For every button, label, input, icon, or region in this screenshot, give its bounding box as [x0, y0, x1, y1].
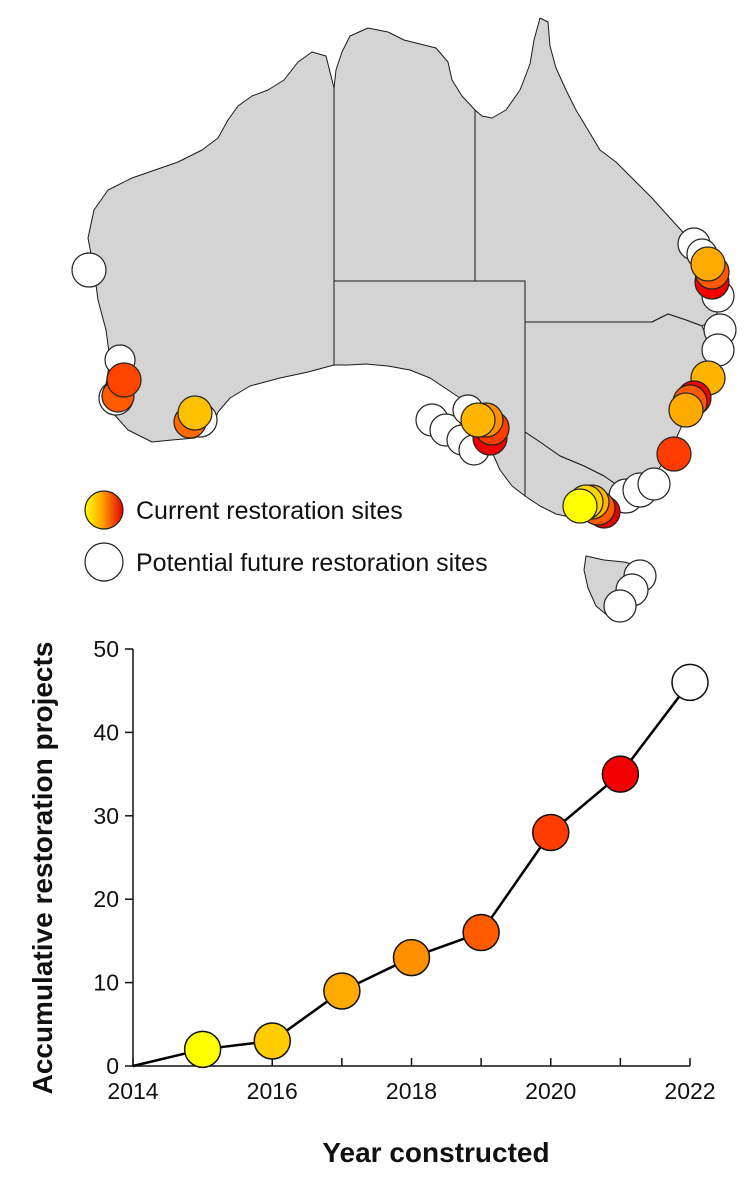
current-site-marker [460, 402, 496, 438]
potential-sites-legend-label: Potential future restoration sites [136, 549, 488, 577]
x-tick-label: 2014 [107, 1078, 158, 1104]
y-tick-label: 30 [93, 803, 119, 829]
y-tick-label: 10 [93, 970, 119, 996]
x-tick-label: 2020 [525, 1078, 576, 1104]
y-tick-label: 40 [93, 719, 119, 745]
region-queensland [474, 17, 721, 327]
data-point [323, 972, 361, 1010]
current-site-marker [177, 395, 213, 431]
current-site-marker [562, 488, 598, 524]
series-points [183, 663, 709, 1069]
data-point [392, 938, 431, 977]
data-point [601, 755, 640, 793]
current-site-marker [106, 362, 142, 398]
data-point [183, 1030, 222, 1069]
data-point [253, 1022, 291, 1060]
potential-site-marker [603, 589, 637, 623]
region-northern-territory [333, 27, 476, 282]
data-point [462, 913, 500, 952]
data-point [671, 663, 709, 702]
x-ticks: 2014 2016 2018 2020 2022 [107, 1058, 716, 1104]
y-tick-label: 0 [106, 1053, 119, 1079]
y-axis-title: Accumulative restoration projects [27, 642, 58, 1095]
series-line [132, 681, 691, 1068]
restoration-projects-chart: 0 10 20 30 40 50 2014 2016 2018 2020 2022 Accumul… [27, 636, 716, 1168]
potential-sites-legend-swatch [84, 542, 124, 582]
potential-site-marker [71, 252, 107, 288]
current-sites-legend-label: Current restoration sites [136, 497, 403, 525]
map-sites [71, 227, 737, 623]
x-tick-label: 2022 [664, 1078, 715, 1104]
region-south-australia [333, 280, 526, 497]
current-site-marker [690, 246, 726, 282]
x-axis-title: Year constructed [322, 1137, 549, 1168]
map-legend: Current restoration sites Potential futu… [84, 490, 488, 582]
potential-site-marker [637, 467, 671, 501]
x-tick-label: 2018 [386, 1078, 437, 1104]
x-tick-label: 2016 [247, 1078, 298, 1104]
y-tick-label: 20 [93, 886, 119, 912]
current-site-marker [668, 392, 704, 428]
data-point [532, 813, 570, 852]
y-tick-label: 50 [93, 636, 119, 662]
y-ticks: 0 10 20 30 40 50 [93, 636, 133, 1079]
australia-map [87, 17, 721, 617]
current-site-marker [656, 436, 692, 472]
current-sites-legend-swatch [84, 490, 124, 530]
